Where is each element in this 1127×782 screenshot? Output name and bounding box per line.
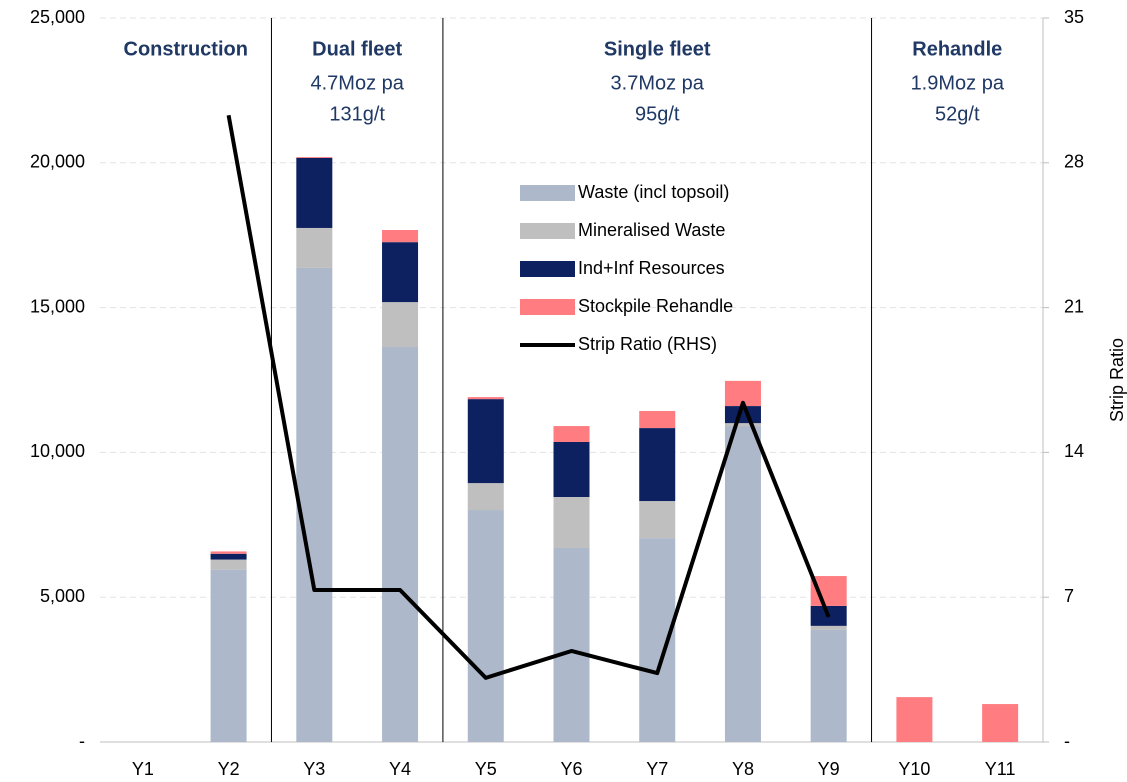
phase-line: 1.9Moz pa	[911, 72, 1005, 94]
x-tick-label: Y1	[132, 759, 154, 779]
bar-segment	[553, 547, 590, 742]
bar-segment	[210, 553, 247, 560]
bar-segment	[639, 410, 676, 429]
bar-segment	[382, 229, 419, 243]
y-tick-label: 15,000	[30, 296, 85, 316]
x-tick-label: Y6	[560, 759, 582, 779]
strip-ratio-line	[226, 114, 831, 680]
bar-segment	[210, 551, 247, 554]
y-tick-label: 10,000	[30, 441, 85, 461]
y2-tick-label: 21	[1064, 296, 1084, 316]
x-tick-label: Y7	[646, 759, 668, 779]
bar-segment	[724, 423, 761, 427]
y2-tick-label: 7	[1064, 586, 1074, 606]
bar-segment	[724, 426, 761, 742]
bar-segment	[982, 704, 1019, 742]
x-tick-label: Y10	[898, 759, 930, 779]
phase-title: Dual fleet	[312, 38, 402, 60]
bar-segment	[810, 625, 847, 630]
bar-segment	[810, 629, 847, 742]
phase-title: Single fleet	[604, 38, 711, 60]
x-tick-label: Y4	[389, 759, 411, 779]
phase-line: 3.7Moz pa	[611, 72, 705, 94]
y-tick-label: 20,000	[30, 152, 85, 172]
bar-segment	[467, 399, 504, 484]
bar-segment	[553, 496, 590, 548]
bar-segment	[296, 157, 333, 158]
phase-line: 52g/t	[935, 103, 980, 125]
x-tick-label: Y5	[475, 759, 497, 779]
bar-segment	[382, 346, 419, 742]
legend-label: Strip Ratio (RHS)	[578, 334, 717, 354]
bar-segment	[382, 302, 419, 347]
x-tick-label: Y3	[303, 759, 325, 779]
phase-line: 4.7Moz pa	[310, 72, 404, 94]
y2-tick-label: 28	[1064, 152, 1084, 172]
bar-segment	[553, 441, 590, 497]
y2-tick-label: 14	[1064, 441, 1084, 461]
y2-tick-label: 35	[1064, 7, 1084, 27]
x-tick-label: Y8	[732, 759, 754, 779]
bar-segment	[639, 538, 676, 742]
legend-swatch	[520, 223, 575, 239]
bar-segment	[639, 501, 676, 539]
legend-swatch	[520, 299, 575, 315]
legend-label: Mineralised Waste	[578, 220, 725, 240]
bar-segment	[296, 267, 333, 742]
x-tick-label: Y9	[818, 759, 840, 779]
phase-line: 131g/t	[329, 103, 385, 125]
bar-segment	[210, 559, 247, 570]
y2-axis-label: Strip Ratio	[1107, 338, 1127, 422]
bar-segment	[724, 406, 761, 424]
bar-segment	[467, 510, 504, 742]
phase-title: Rehandle	[912, 38, 1002, 60]
legend-swatch	[520, 261, 575, 277]
x-tick-label: Y2	[218, 759, 240, 779]
legend-label: Ind+Inf Resources	[578, 258, 725, 278]
phase-title: Construction	[124, 38, 248, 60]
bar-segment	[296, 157, 333, 228]
phase-line: 95g/t	[635, 103, 680, 125]
y-tick-label: 25,000	[30, 7, 85, 27]
legend-label: Stockpile Rehandle	[578, 296, 733, 316]
bar-segment	[382, 242, 419, 303]
x-tick-label: Y11	[985, 759, 1016, 779]
y2-tick-label: -	[1064, 731, 1070, 751]
y-tick-label: -	[79, 731, 85, 751]
bar-segment	[553, 426, 590, 442]
bar-segment	[296, 227, 333, 268]
bar-segment	[467, 397, 504, 400]
bar-segment	[896, 697, 933, 742]
bar-segment	[467, 483, 504, 511]
bar-segment	[639, 428, 676, 502]
legend-swatch	[520, 185, 575, 201]
y-tick-label: 5,000	[40, 586, 85, 606]
legend-label: Waste (incl topsoil)	[578, 182, 729, 202]
bar-segment	[210, 569, 247, 742]
